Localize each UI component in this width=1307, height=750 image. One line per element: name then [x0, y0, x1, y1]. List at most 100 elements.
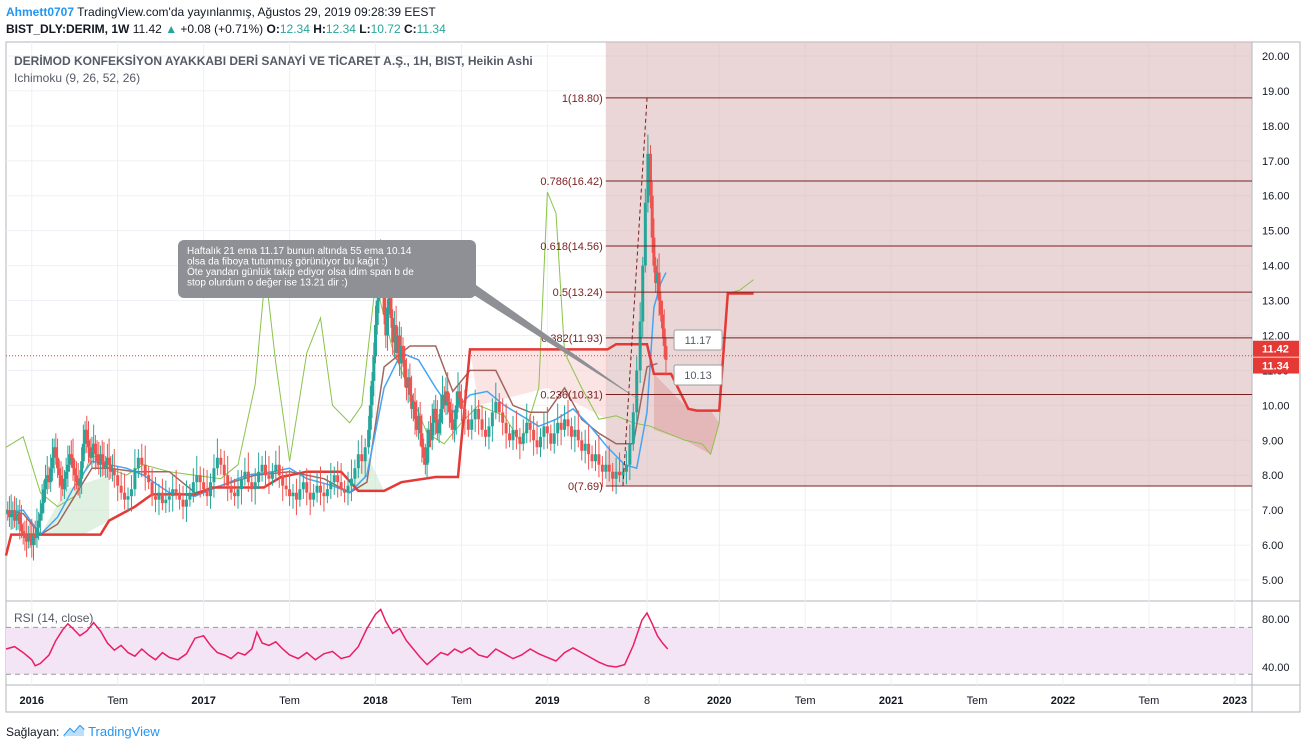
candle-body — [456, 391, 460, 406]
candle-body — [403, 359, 407, 378]
time-tick-label: 2018 — [363, 695, 387, 707]
candle-body — [552, 433, 556, 444]
candle-body — [535, 440, 539, 448]
time-tick-label: 8 — [644, 695, 650, 707]
rsi-line — [5, 608, 669, 668]
candle-body — [641, 265, 645, 322]
candle-body — [418, 415, 422, 434]
candle-body — [434, 408, 438, 420]
candle-body — [164, 499, 168, 504]
open-label: O: — [266, 22, 280, 36]
candle-body — [30, 538, 34, 546]
rsi-band — [6, 627, 1252, 675]
candle-body — [614, 471, 618, 479]
candle-body — [396, 335, 400, 353]
candle-body — [294, 492, 298, 500]
candle-body — [47, 475, 51, 483]
annotation-box — [178, 240, 476, 298]
candle-body — [375, 300, 379, 325]
price-tick-label: 12.00 — [1262, 330, 1290, 342]
candle-body — [104, 464, 108, 469]
candle-body — [274, 464, 278, 472]
candle-body — [83, 429, 87, 444]
candle-body — [76, 482, 80, 486]
candle-body — [410, 394, 414, 409]
candle-body — [270, 471, 274, 479]
callout-box — [673, 364, 723, 386]
candles-group — [6, 134, 668, 561]
candle-body — [611, 471, 615, 479]
candle-body — [451, 422, 455, 430]
candle-body — [386, 307, 390, 336]
candle-body — [188, 492, 192, 500]
rsi-tick-label: 40.00 — [1262, 662, 1290, 674]
candle-body — [528, 422, 532, 430]
candle-body — [143, 464, 147, 476]
candle-body — [14, 517, 18, 521]
candle-body — [54, 447, 58, 458]
price-tick-label: 20.00 — [1262, 51, 1290, 63]
candle-body — [109, 464, 113, 472]
candle-body — [356, 454, 360, 469]
candle-body — [415, 419, 419, 430]
indicator-label: Ichimoku (9, 26, 52, 26) — [14, 71, 140, 85]
candle-body — [181, 499, 185, 507]
candle-body — [463, 408, 467, 420]
candle-body — [74, 475, 78, 483]
time-tick-label: 2016 — [20, 695, 44, 707]
candle-body — [549, 433, 553, 444]
candle-body — [391, 318, 395, 343]
fib-level-label: 0.618(14.56) — [540, 241, 602, 253]
candle-body — [69, 454, 73, 458]
time-tick-label: 2023 — [1223, 695, 1247, 707]
candle-body — [38, 513, 42, 521]
candle-body — [504, 422, 508, 434]
candle-body — [343, 489, 347, 493]
author-link[interactable]: Ahmett0707 — [6, 5, 75, 19]
candle-body — [435, 419, 439, 434]
candle-body — [97, 461, 101, 465]
candle-body — [661, 314, 665, 329]
annotation-line: Haftalık 21 ema 11.17 bunun altında 55 e… — [187, 246, 412, 257]
candle-body — [404, 377, 408, 388]
candle-body — [9, 513, 13, 518]
candle-body — [167, 496, 171, 500]
time-tick-label: Tem — [795, 695, 816, 707]
candle-body — [112, 468, 116, 476]
candle-body — [432, 408, 436, 423]
candle-body — [652, 237, 656, 266]
candle-body — [226, 475, 230, 486]
candle-body — [100, 454, 104, 462]
publish-text: TradingView.com'da yayınlanmış, Ağustos … — [77, 5, 436, 19]
candle-body — [61, 485, 65, 490]
time-tick-label: Tem — [279, 695, 300, 707]
candle-body — [233, 492, 237, 497]
candle-body — [587, 443, 591, 455]
tradingview-brand[interactable]: TradingView — [88, 724, 160, 739]
fib-level-label: 1(18.80) — [562, 93, 603, 105]
candle-body — [133, 468, 137, 490]
candle-body — [195, 475, 199, 483]
up-triangle-icon: ▲ — [165, 22, 178, 36]
candle-body — [423, 457, 427, 465]
candle-body — [447, 401, 451, 413]
candle-body — [184, 499, 188, 507]
candle-body — [382, 283, 386, 315]
candle-body — [111, 468, 115, 472]
candle-body — [42, 489, 46, 504]
candle-body — [593, 454, 597, 462]
candle-body — [26, 534, 30, 542]
candle-body — [372, 356, 376, 381]
candle-body — [105, 457, 109, 465]
candle-body — [209, 482, 213, 497]
candle-body — [518, 436, 522, 444]
candle-body — [312, 492, 316, 500]
candle-body — [454, 405, 458, 420]
candle-body — [654, 265, 658, 284]
price-tick-label: 18.00 — [1262, 121, 1290, 133]
candle-body — [657, 272, 661, 301]
time-tick-label: Tem — [451, 695, 472, 707]
candle-body — [56, 457, 60, 469]
candle-body — [638, 321, 642, 371]
